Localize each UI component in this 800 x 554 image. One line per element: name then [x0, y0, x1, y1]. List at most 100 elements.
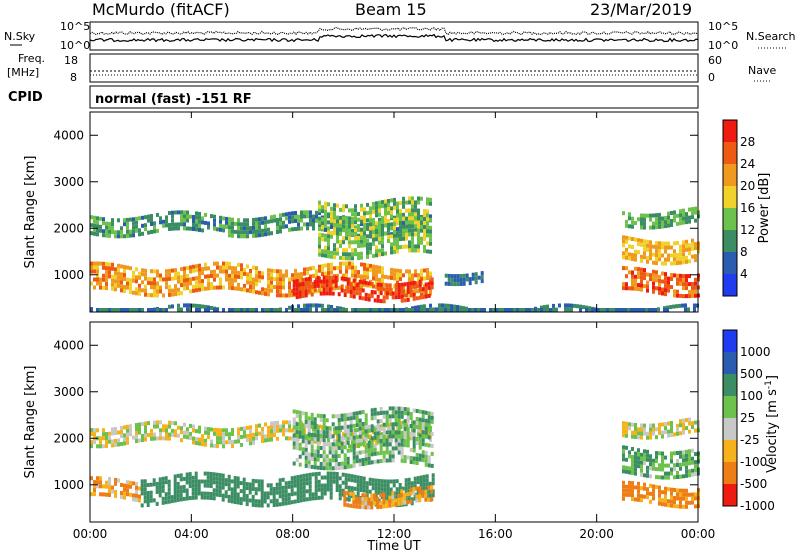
heatmap-cell	[108, 229, 111, 234]
heatmap-cell	[333, 282, 336, 287]
heatmap-cell	[429, 233, 432, 238]
heatmap-cell	[664, 280, 667, 285]
heatmap-cell	[303, 267, 306, 272]
heatmap-cell	[213, 273, 216, 278]
heatmap-cell	[365, 481, 369, 486]
heatmap-cell	[390, 210, 393, 215]
heatmap-cell	[213, 285, 216, 290]
heatmap-cell	[167, 495, 171, 500]
heatmap-cell	[377, 482, 381, 487]
heatmap-cell	[370, 412, 374, 417]
heatmap-cell	[370, 416, 374, 421]
heatmap-cell	[219, 269, 222, 274]
heatmap-cell	[333, 231, 336, 236]
heatmap-cell	[213, 261, 216, 266]
heatmap-cell	[306, 307, 309, 312]
heatmap-cell	[389, 479, 393, 484]
heatmap-cell	[498, 308, 501, 312]
heatmap-cell	[293, 475, 297, 480]
heatmap-cell	[356, 479, 360, 484]
heatmap-cell	[352, 451, 356, 456]
heatmap-cell	[400, 497, 404, 502]
heatmap-cell	[411, 248, 414, 253]
heatmap-cell	[685, 278, 688, 283]
heatmap-cell	[204, 308, 207, 312]
heatmap-cell	[108, 221, 111, 226]
heatmap-cell	[384, 282, 387, 287]
heatmap-cell	[421, 418, 425, 423]
heatmap-cell	[322, 442, 326, 447]
heatmap-cell	[96, 444, 99, 449]
heatmap-cell	[276, 293, 279, 298]
heatmap-cell	[388, 450, 392, 455]
heatmap-cell	[206, 491, 210, 496]
heatmap-cell	[411, 228, 414, 233]
heatmap-cell	[330, 270, 333, 275]
heatmap-cell	[420, 308, 423, 312]
noise-left-tick-bottom: 10^0	[60, 39, 90, 52]
heatmap-cell	[468, 277, 472, 282]
heatmap-cell	[385, 283, 389, 288]
heatmap-cell	[388, 495, 392, 500]
colorbar-tick-label: 4	[740, 267, 748, 281]
y-tick-label: 2000	[53, 221, 84, 235]
heatmap-cell	[375, 213, 378, 218]
heatmap-cell	[192, 223, 195, 227]
heatmap-cell	[385, 410, 389, 415]
heatmap-cell	[143, 491, 147, 496]
heatmap-cell	[375, 269, 378, 274]
heatmap-cell	[261, 216, 264, 221]
heatmap-cell	[105, 436, 108, 440]
heatmap-cell	[324, 209, 327, 214]
heatmap-cell	[147, 214, 150, 219]
heatmap-cell	[150, 308, 153, 312]
heatmap-cell	[426, 233, 429, 238]
heatmap-cell	[138, 287, 141, 292]
heatmap-cell	[474, 272, 478, 277]
heatmap-cell	[105, 229, 108, 234]
heatmap-cell	[391, 446, 395, 451]
heatmap-cell	[396, 249, 399, 254]
heatmap-cell	[667, 215, 670, 220]
heatmap-cell	[349, 424, 353, 429]
noise-trace-line	[89, 26, 699, 36]
heatmap-cell	[158, 485, 162, 490]
heatmap-cell	[388, 418, 392, 423]
heatmap-cell	[174, 226, 177, 231]
heatmap-cell	[237, 308, 240, 312]
heatmap-cell	[372, 217, 375, 222]
heatmap-cell	[231, 278, 234, 283]
heatmap-cell	[351, 208, 354, 213]
heatmap-cell	[296, 487, 300, 491]
heatmap-cell	[314, 480, 318, 485]
heatmap-cell	[366, 283, 369, 288]
heatmap-cell	[390, 198, 393, 203]
heatmap-cell	[288, 277, 291, 282]
heatmap-cell	[330, 308, 333, 312]
heatmap-cell	[390, 222, 393, 227]
heatmap-cell	[222, 216, 225, 221]
heatmap-cell	[207, 274, 210, 279]
heatmap-cell	[135, 427, 138, 431]
heatmap-cell	[418, 457, 422, 462]
heatmap-cell	[661, 287, 664, 292]
heatmap-cell	[380, 495, 384, 500]
heatmap-cell	[415, 441, 419, 445]
heatmap-cell	[102, 444, 105, 449]
heatmap-cell	[402, 221, 405, 226]
heatmap-cell	[219, 277, 222, 282]
heatmap-cell	[293, 499, 297, 504]
heatmap-cell	[637, 435, 640, 440]
heatmap-cell	[228, 308, 231, 312]
heatmap-cell	[646, 491, 649, 496]
heatmap-cell	[322, 283, 326, 288]
heatmap-cell	[150, 218, 153, 222]
heatmap-cell	[408, 293, 411, 298]
heatmap-cell	[117, 234, 120, 239]
heatmap-cell	[189, 303, 192, 308]
heatmap-cell	[295, 410, 299, 415]
heatmap-cell	[649, 499, 652, 504]
heatmap-cell	[315, 303, 318, 308]
heatmap-cell	[144, 425, 147, 430]
